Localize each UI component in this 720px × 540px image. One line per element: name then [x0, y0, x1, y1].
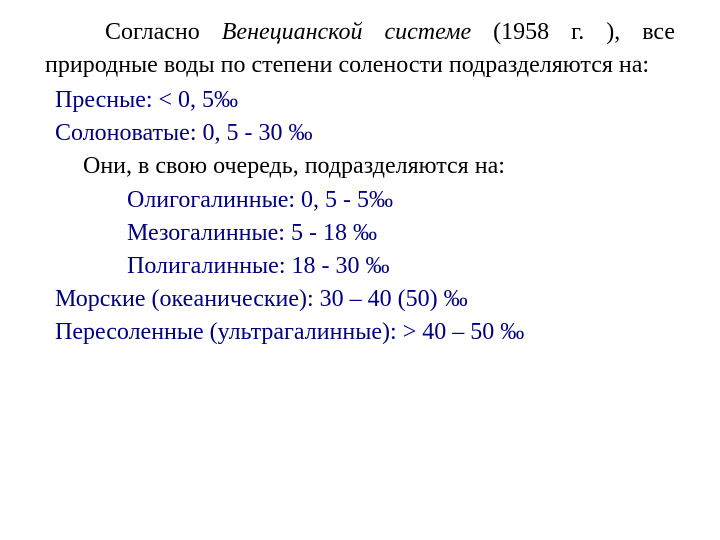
category-fresh: Пресные: < 0, 5‰ — [45, 84, 675, 117]
slide: Согласно Венецианской системе (1958 г. )… — [0, 0, 720, 540]
intro-paragraph: Согласно Венецианской системе (1958 г. )… — [45, 16, 675, 82]
category-hypersaline: Пересоленные (ультрагалинные): > 40 – 50… — [45, 316, 675, 349]
subcategory-polyhaline: Полигалинные: 18 - 30 ‰ — [45, 250, 675, 283]
subcategory-mesohaline: Мезогалинные: 5 - 18 ‰ — [45, 217, 675, 250]
category-brackish: Солоноватые: 0, 5 - 30 ‰ — [45, 117, 675, 150]
intro-pre: Согласно — [105, 19, 222, 45]
subcategory-oligohaline: Олигогалинные: 0, 5 - 5‰ — [45, 184, 675, 217]
intro-emphasis: Венецианской системе — [222, 19, 471, 45]
category-marine: Морские (океанические): 30 – 40 (50) ‰ — [45, 283, 675, 316]
subcategory-intro: Они, в свою очередь, подразделяются на: — [45, 150, 675, 183]
